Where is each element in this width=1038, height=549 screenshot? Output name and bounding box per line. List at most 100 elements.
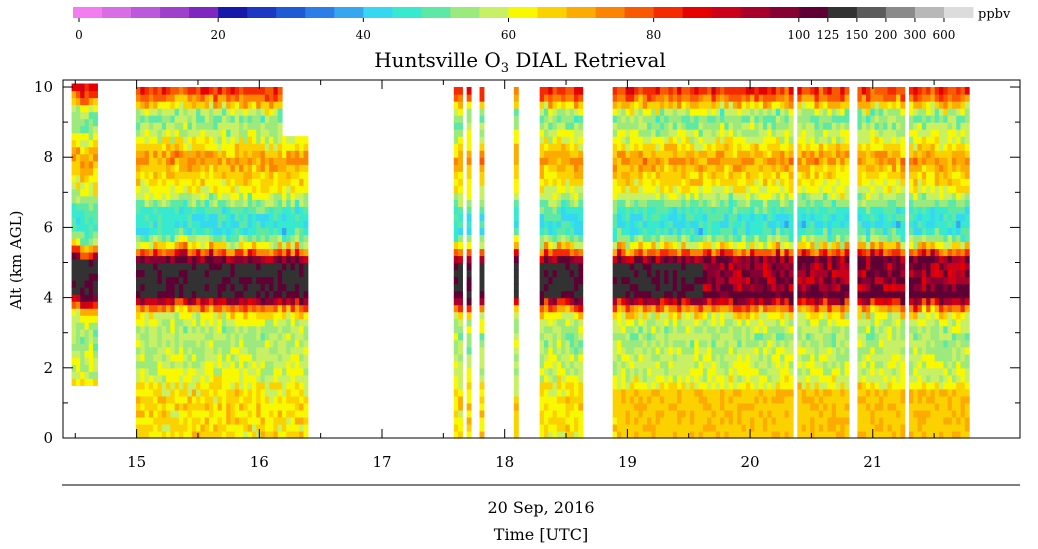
heatmap-cell	[758, 136, 764, 144]
heatmap-cell	[479, 234, 485, 243]
heatmap-cell	[565, 192, 571, 200]
heatmap-cell	[178, 143, 184, 151]
heatmap-cell	[140, 311, 146, 320]
heatmap-cell	[707, 94, 713, 102]
heatmap-cell	[178, 381, 184, 390]
heatmap-cell	[170, 353, 176, 362]
heatmap-cell	[728, 108, 734, 116]
heatmap-cell	[157, 430, 163, 439]
heatmap-cell	[715, 136, 721, 144]
heatmap-cell	[247, 227, 253, 236]
heatmap-cell	[217, 171, 223, 179]
heatmap-cell	[144, 367, 150, 376]
heatmap-cell	[767, 402, 773, 411]
heatmap-cell	[780, 360, 786, 369]
heatmap-cell	[634, 87, 640, 95]
heatmap-cell	[720, 199, 725, 207]
heatmap-cell	[647, 416, 652, 425]
heatmap-cell	[144, 339, 150, 348]
heatmap-cell	[634, 297, 640, 306]
heatmap-cell	[144, 423, 150, 432]
heatmap-cell	[239, 108, 244, 116]
heatmap-cell	[775, 388, 781, 397]
heatmap-cell	[689, 122, 695, 130]
heatmap-cell	[672, 297, 678, 306]
heatmap-cell	[191, 416, 197, 425]
heatmap-cell	[612, 220, 618, 229]
heatmap-cell	[634, 248, 640, 257]
chart-title-subscript: 3	[501, 61, 509, 76]
heatmap-cell	[771, 381, 777, 390]
heatmap-cell	[616, 248, 622, 257]
heatmap-cell	[157, 318, 163, 327]
heatmap-cell	[196, 199, 202, 207]
heatmap-cell	[659, 262, 665, 271]
heatmap-cell	[634, 185, 640, 193]
heatmap-cell	[642, 220, 648, 229]
heatmap-cell	[659, 129, 665, 137]
heatmap-cell	[625, 101, 631, 109]
heatmap-cell	[621, 101, 627, 109]
heatmap-cell	[256, 234, 262, 243]
heatmap-cell	[758, 276, 764, 285]
heatmap-cell	[290, 290, 296, 299]
heatmap-cell	[767, 367, 773, 376]
heatmap-cell	[80, 343, 86, 351]
heatmap-cell	[574, 311, 579, 320]
heatmap-cell	[93, 125, 98, 134]
heatmap-cell	[213, 241, 219, 250]
heatmap-cell	[647, 262, 652, 271]
heatmap-cell	[702, 136, 708, 144]
heatmap-cell	[183, 185, 189, 193]
heatmap-cell	[681, 381, 687, 390]
heatmap-cell	[157, 409, 163, 418]
heatmap-cell	[84, 343, 90, 351]
heatmap-cell	[256, 192, 262, 200]
heatmap-cell	[741, 367, 747, 376]
colorbar-tick-label: 100	[787, 28, 810, 42]
heatmap-cell	[612, 255, 618, 264]
heatmap-cell	[569, 402, 575, 411]
heatmap-cell	[750, 157, 755, 165]
heatmap-cell	[638, 241, 644, 250]
heatmap-cell	[144, 87, 150, 95]
heatmap-cell	[191, 388, 197, 397]
heatmap-cell	[702, 241, 708, 250]
heatmap-cell	[539, 304, 545, 313]
heatmap-cell	[677, 388, 682, 397]
heatmap-cell	[161, 381, 167, 390]
heatmap-cell	[685, 416, 691, 425]
heatmap-cell	[707, 346, 713, 355]
heatmap-cell	[728, 115, 734, 123]
heatmap-cell	[758, 297, 764, 306]
heatmap-cell	[634, 227, 640, 236]
heatmap-cell	[286, 164, 292, 172]
heatmap-cell	[677, 241, 682, 250]
heatmap-cell	[548, 150, 554, 158]
heatmap-cell	[230, 360, 236, 369]
heatmap-cell	[183, 353, 189, 362]
heatmap-cell	[286, 234, 292, 243]
heatmap-cell	[647, 171, 652, 179]
heatmap-cell	[140, 318, 146, 327]
heatmap-cell	[724, 395, 730, 404]
heatmap-cell	[157, 192, 163, 200]
heatmap-cell	[707, 122, 713, 130]
heatmap-cell	[754, 430, 760, 439]
heatmap-cell	[543, 241, 549, 250]
heatmap-cell	[728, 430, 734, 439]
heatmap-cell	[578, 367, 584, 376]
heatmap-cell	[561, 101, 567, 109]
heatmap-cell	[191, 157, 197, 165]
colorbar-tick-label: 300	[903, 28, 926, 42]
heatmap-cell	[552, 325, 558, 334]
heatmap-cell	[230, 157, 236, 165]
heatmap-cell	[226, 395, 232, 404]
heatmap-cell	[286, 136, 292, 144]
heatmap-cell	[75, 146, 81, 155]
heatmap-cell	[616, 129, 622, 137]
heatmap-cell	[634, 360, 640, 369]
heatmap-cell	[234, 430, 240, 439]
heatmap-cell	[681, 360, 687, 369]
heatmap-cell	[187, 101, 193, 109]
